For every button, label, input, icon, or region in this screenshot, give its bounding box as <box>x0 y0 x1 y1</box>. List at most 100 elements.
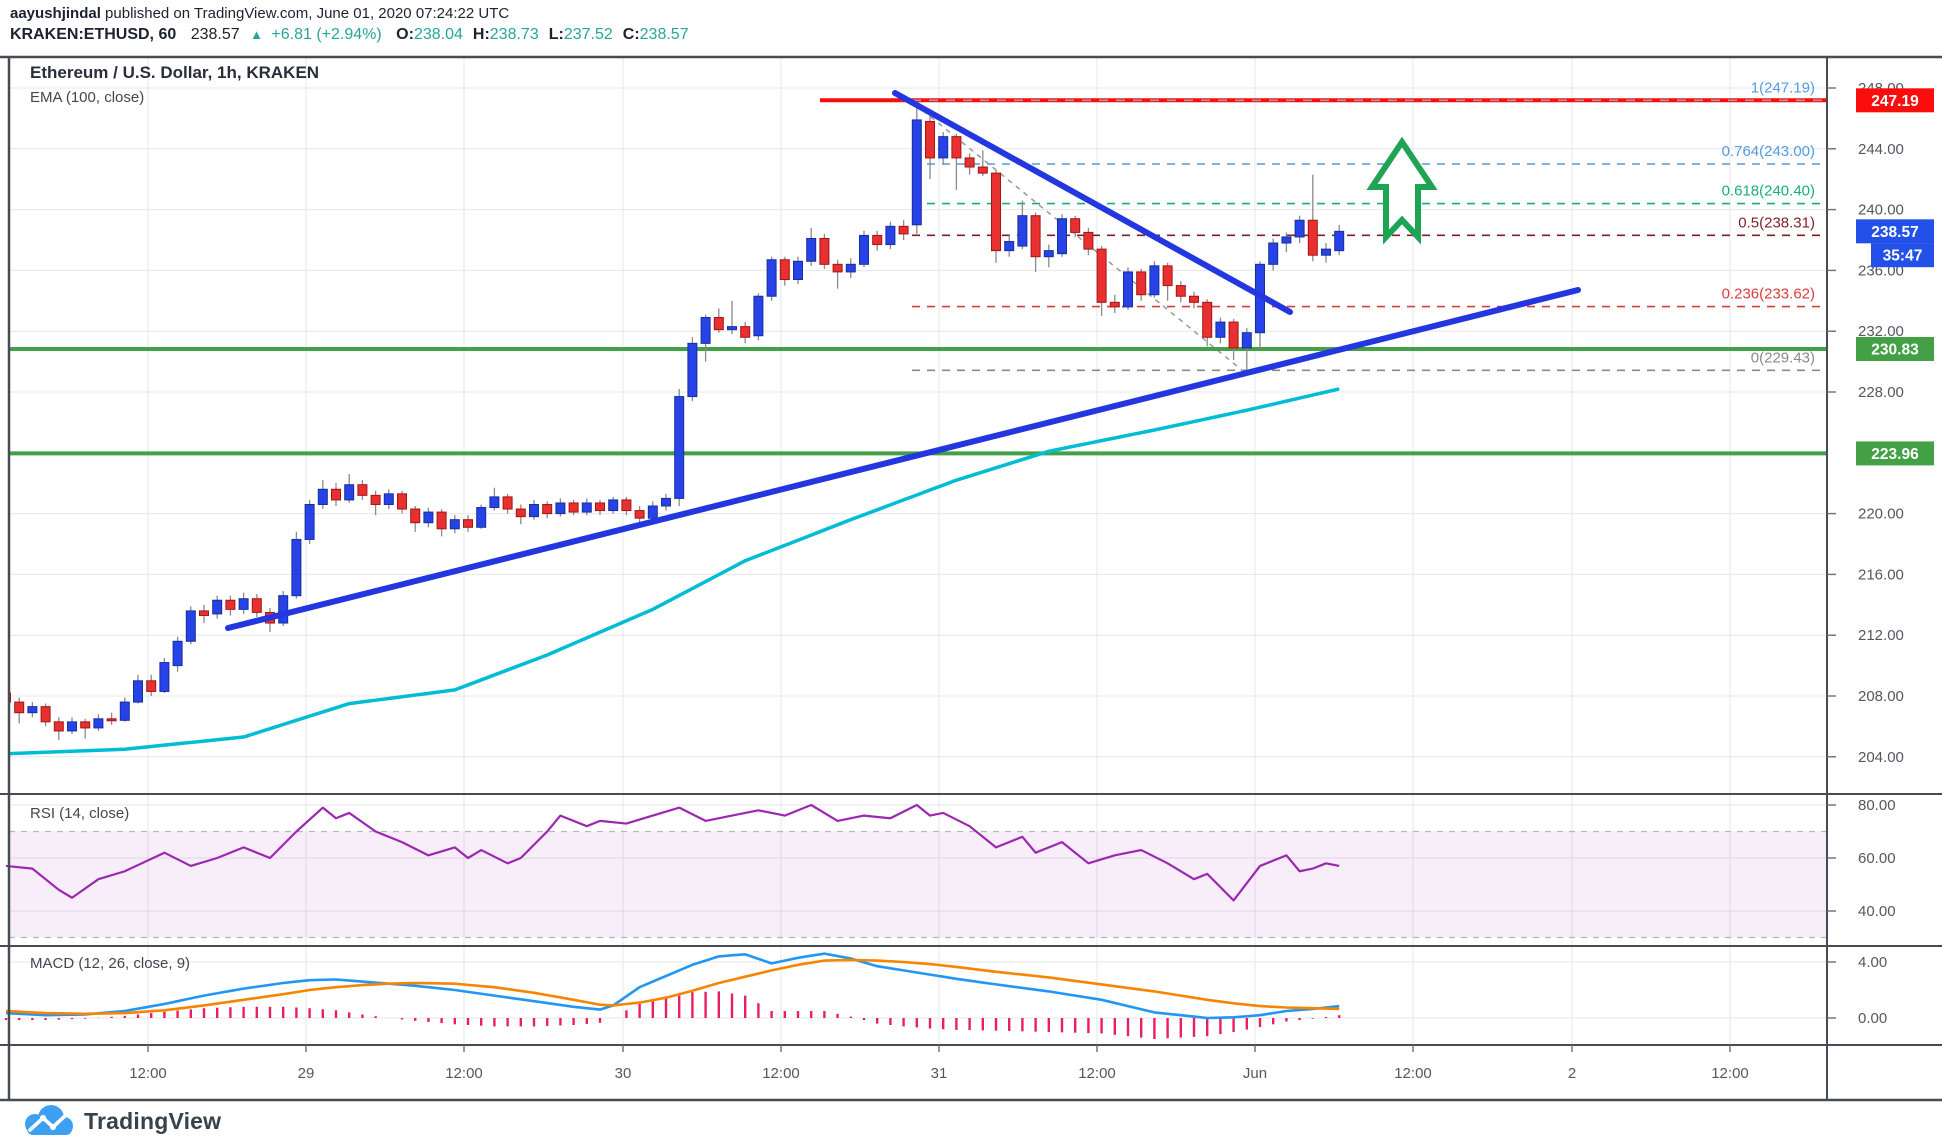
candle-up <box>793 260 803 281</box>
price-badge-label: 238.57 <box>1871 224 1918 241</box>
ema-line[interactable] <box>6 387 1340 756</box>
candle-down <box>1162 265 1173 287</box>
candle-down <box>595 502 605 512</box>
candle-up <box>119 701 130 721</box>
candle-up <box>238 598 249 610</box>
candle-down <box>1175 285 1186 297</box>
price-badge-label: 230.83 <box>1871 341 1919 358</box>
candle-down <box>621 499 632 512</box>
grid-lines <box>9 57 1827 1045</box>
candle-down <box>991 172 1001 252</box>
publish-text: published on TradingView.com, June 01, 2… <box>100 5 510 22</box>
rsi-legend[interactable]: RSI (14, close) <box>30 805 130 822</box>
price-axis-label: 228.00 <box>1858 384 1904 401</box>
rsi-axis-label: 60.00 <box>1858 850 1896 867</box>
candle-down <box>1136 271 1147 296</box>
rsi-axis-label: 80.00 <box>1858 797 1896 814</box>
price-axis-label: 240.00 <box>1858 202 1904 219</box>
price-axis-label: 220.00 <box>1858 506 1904 523</box>
fib-level-label: 0.764(243.00) <box>1722 143 1815 160</box>
price-axis[interactable]: 248.00244.00240.00236.00232.00228.00220.… <box>1827 80 1934 1027</box>
author-name: aayushjindal <box>10 5 101 22</box>
candle-up <box>687 342 698 398</box>
candle-up <box>1017 215 1028 247</box>
candle-down <box>740 326 751 338</box>
candle-down <box>357 484 368 496</box>
rsi-line <box>5 803 1340 902</box>
candle-up <box>1149 265 1160 296</box>
candle-down <box>832 263 843 273</box>
candle-up <box>1268 242 1279 265</box>
candle-up <box>806 237 817 262</box>
candle-up <box>1057 218 1067 255</box>
macd-axis-label: 4.00 <box>1858 954 1887 971</box>
candle-down <box>199 610 209 616</box>
price-axis-label: 212.00 <box>1858 627 1904 644</box>
candle-down <box>713 317 724 331</box>
candle-up <box>1215 321 1226 338</box>
price-badge-label: 35:47 <box>1883 248 1923 265</box>
candle-down <box>1307 219 1318 256</box>
ohlc-label: L: <box>548 26 564 43</box>
tradingview-logo-icon <box>25 1105 73 1135</box>
candle-up <box>476 507 487 528</box>
fib-retracement[interactable]: 1(247.19) 0.764(243.00) 0.618(240.40) 0.5(2… <box>912 79 1827 372</box>
ohlc-value: 238.73 <box>489 26 539 43</box>
ohlc-value: 237.52 <box>563 26 613 43</box>
candle-up <box>529 503 539 518</box>
symbol-name[interactable]: KRAKEN:ETHUSD, 60 <box>10 26 177 43</box>
candle-up <box>859 234 869 265</box>
time-axis[interactable]: 12:00 29 12:00 30 12:00 31 12:00 Jun 12:00 2 12:00 <box>129 1045 1749 1082</box>
candle-up <box>674 396 685 499</box>
tradingview-brand[interactable]: TradingView <box>12 1102 221 1140</box>
candle-down <box>106 718 117 722</box>
candle-up <box>172 640 183 667</box>
candle-up <box>938 136 949 159</box>
candle-down <box>1202 301 1213 338</box>
rsi-axis-label: 40.00 <box>1858 903 1896 920</box>
candle-down <box>515 508 526 518</box>
fib-level-label: 1(247.19) <box>1751 79 1815 96</box>
price-badge <box>1856 88 1934 113</box>
brand-name: TradingView <box>84 1107 222 1134</box>
price-axis-label: 208.00 <box>1858 688 1904 705</box>
time-axis-label: 12:00 <box>762 1065 800 1082</box>
price-badge <box>1856 336 1934 361</box>
candle-down <box>634 510 645 519</box>
candle-down <box>1096 248 1107 303</box>
candle-down <box>1109 301 1120 308</box>
price-badge-label: 247.19 <box>1871 93 1919 110</box>
candle-down <box>568 502 579 513</box>
descending_trendline[interactable] <box>892 90 1293 315</box>
time-axis-label: Jun <box>1243 1065 1267 1082</box>
candle-down <box>502 496 513 510</box>
candle-down <box>779 259 790 281</box>
price-badge <box>1856 219 1934 244</box>
ema-legend[interactable]: EMA (100, close) <box>30 89 145 106</box>
candle-up <box>423 511 434 524</box>
candle-up <box>1334 230 1345 252</box>
ohlc-value: 238.04 <box>413 26 463 43</box>
candle-down <box>397 493 407 510</box>
candle-up <box>1004 241 1015 252</box>
price-change: +6.81 (+2.94%) <box>271 26 382 43</box>
time-axis-label: 29 <box>298 1065 315 1082</box>
candle-down <box>898 225 909 235</box>
candle-up <box>159 662 170 692</box>
candle-down <box>370 494 381 505</box>
fib-level-label: 0(229.43) <box>1751 349 1815 366</box>
candle-down <box>964 157 975 168</box>
macd-legend[interactable]: MACD (12, 26, close, 9) <box>30 955 191 972</box>
price-axis-label: 232.00 <box>1858 323 1904 340</box>
up-arrow-marker[interactable] <box>1366 136 1438 245</box>
candle-up <box>555 502 566 515</box>
ascending_trendline[interactable] <box>225 287 1581 631</box>
candle-up <box>661 497 671 507</box>
candle-down <box>251 598 262 613</box>
pane-frames <box>0 55 1942 1102</box>
candle-down <box>331 488 341 501</box>
ohlc-values: O:238.04 H:238.73 L:237.52 C:238.57 <box>386 26 688 43</box>
candle-up <box>133 680 143 703</box>
candle-up <box>185 610 196 642</box>
